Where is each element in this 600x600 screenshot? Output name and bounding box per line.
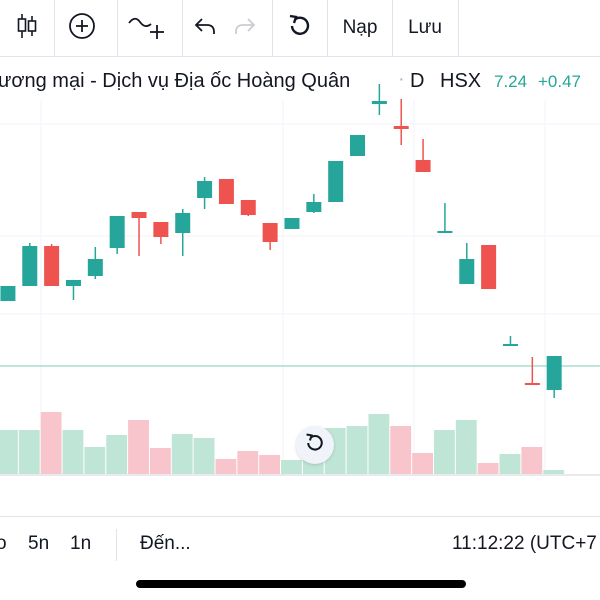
candle [197,177,213,209]
redo-icon [233,16,257,41]
interval-label: D [410,70,425,92]
candle [284,218,300,229]
candle [22,243,38,286]
candle [153,222,169,244]
save-label: Lưu [408,17,442,38]
candle [437,203,453,233]
candle [218,179,234,204]
refresh-button[interactable] [273,0,327,56]
volume-bar [237,451,259,474]
volume-series [0,412,565,474]
reset-chart-button[interactable] [296,426,334,464]
volume-bar [521,447,543,474]
candle [371,84,387,115]
candle [393,99,409,145]
candle [109,216,125,254]
candle [524,357,540,385]
candle [87,247,103,279]
undo-icon [193,16,217,41]
load-label: Nạp [342,17,378,38]
refresh-icon [287,13,313,44]
volume-bar [171,434,193,474]
home-indicator [136,580,466,588]
volume-bar [434,430,455,474]
price-chart: 17 2022 12 20 [0,84,600,476]
volume-bar [128,420,149,474]
candle [44,244,60,286]
volume-bar [193,438,215,474]
clock-timezone[interactable]: 11:12:22 (UTC+7 [452,533,597,554]
volume-bar [455,420,477,474]
volume-bar [390,426,412,474]
candle-series [0,84,562,398]
candle [175,209,191,256]
volume-bar [499,454,521,474]
candle [0,286,16,301]
load-layout-button[interactable]: Nạp [328,0,392,56]
volume-bar [0,430,18,474]
save-layout-button[interactable]: Lưu [393,0,457,56]
chart-grid [0,100,600,475]
candle [262,223,278,250]
volume-bar [412,453,433,474]
chart-pane[interactable]: 17 2022 12 20 [0,56,600,486]
candle [459,243,475,284]
exchange-label: HSX [440,70,482,92]
redo-button[interactable] [226,0,264,56]
volume-bar [477,463,499,474]
candles-icon [16,13,38,44]
bottom-toolbar: o 5n 1n Đến... 11:12:22 (UTC+7 [0,516,600,573]
volume-bar [215,459,237,474]
undo-button[interactable] [186,0,224,56]
candle [240,200,256,216]
range-button-1[interactable]: o [0,533,7,554]
candle [415,139,431,172]
candle [65,280,81,300]
indicators-button[interactable] [118,0,176,56]
candle [131,212,147,256]
candle [328,161,344,202]
volume-bar [106,435,128,474]
compare-add-button[interactable] [55,0,109,56]
volume-bar [346,426,368,474]
price-change: +0.47 [538,72,582,91]
candle [481,245,497,289]
add-symbol-icon [68,12,96,45]
goto-date-button[interactable]: Đến... [140,533,191,554]
volume-bar [149,448,171,474]
toolbar: Nạp Lưu [0,0,600,57]
volume-bar [62,430,84,474]
range-button-1y[interactable]: 1n [70,533,92,554]
reset-icon [304,432,326,459]
volume-bar [84,447,106,474]
symbol-name: ương mại - Dịch vụ Địa ốc Hoàng Quân [0,70,351,92]
candle [350,135,366,156]
indicators-icon [127,11,167,46]
volume-bar [40,412,62,474]
legend-separator: · [398,68,405,90]
chart-type-button[interactable] [0,0,54,56]
volume-bar [18,430,40,474]
volume-bar [281,460,302,474]
candle [546,356,562,398]
volume-bar [543,470,565,474]
volume-bar [259,455,281,474]
candle [306,194,322,213]
last-price: 7.24 [494,72,528,91]
range-button-5d[interactable]: 5n [28,533,50,554]
volume-bar [368,414,390,474]
symbol-legend[interactable]: ương mại - Dịch vụ Địa ốc Hoàng Quân · D… [0,60,600,104]
candle [502,336,518,346]
